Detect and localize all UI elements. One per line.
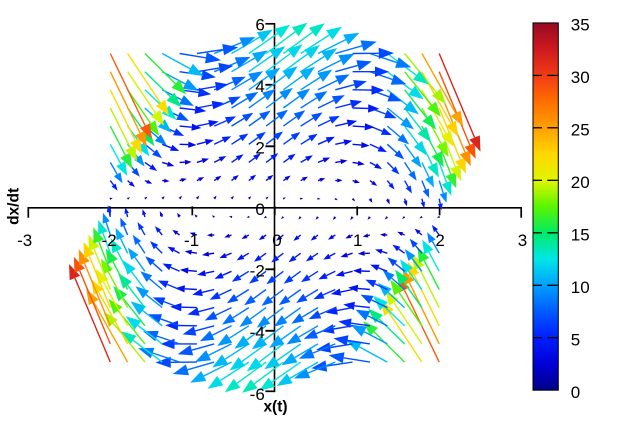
svg-text:4: 4 [255, 77, 264, 96]
svg-text:30: 30 [571, 68, 590, 87]
svg-text:5: 5 [571, 330, 580, 349]
svg-text:0: 0 [272, 231, 281, 250]
svg-text:-2: -2 [250, 262, 265, 281]
svg-text:6: 6 [255, 16, 264, 35]
svg-text:35: 35 [571, 16, 590, 35]
svg-text:15: 15 [571, 225, 590, 244]
svg-text:-1: -1 [184, 231, 199, 250]
svg-text:25: 25 [571, 120, 590, 139]
svg-text:x(t): x(t) [263, 399, 287, 416]
svg-text:20: 20 [571, 173, 590, 192]
svg-text:0: 0 [571, 383, 580, 402]
svg-text:-4: -4 [250, 323, 265, 342]
svg-text:3: 3 [518, 231, 527, 250]
svg-text:2: 2 [435, 231, 444, 250]
svg-text:-3: -3 [17, 231, 32, 250]
svg-text:-2: -2 [102, 231, 117, 250]
svg-text:dx/dt: dx/dt [6, 188, 23, 225]
svg-text:2: 2 [255, 139, 264, 158]
svg-text:1: 1 [353, 231, 362, 250]
svg-text:10: 10 [571, 278, 590, 297]
svg-text:0: 0 [255, 200, 264, 219]
